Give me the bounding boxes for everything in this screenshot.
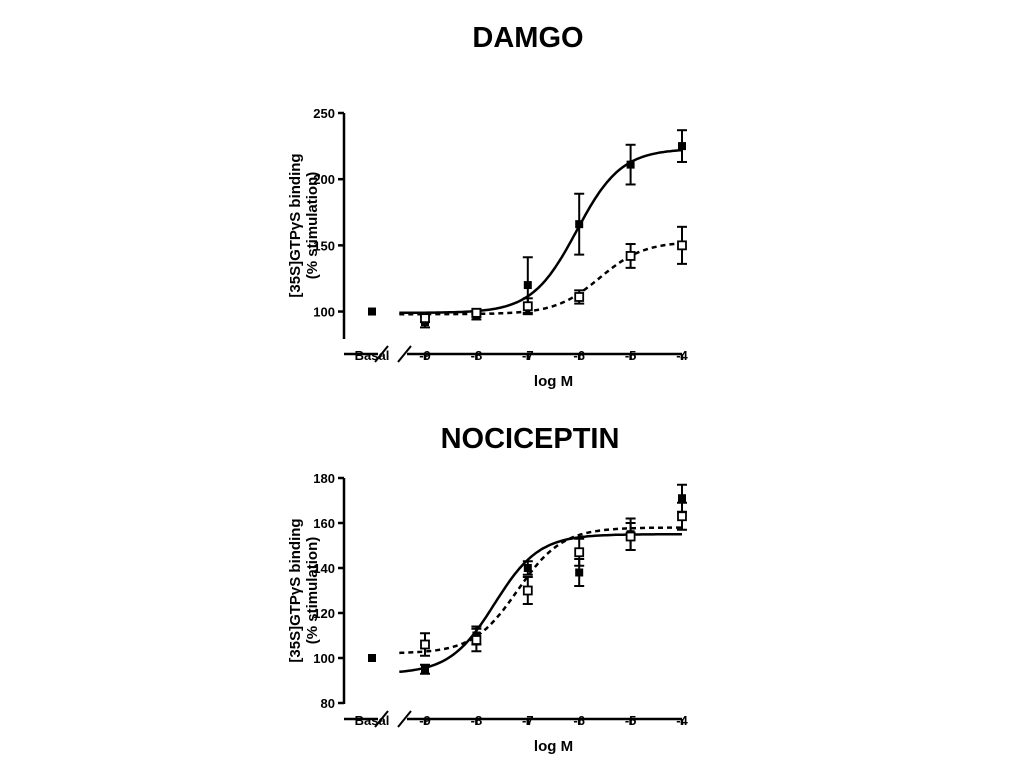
series-1-point bbox=[523, 281, 532, 290]
x-tick-label: -8 bbox=[471, 348, 483, 363]
axis-break-mark bbox=[397, 345, 412, 363]
y-tick-label: 100 bbox=[313, 651, 335, 666]
x-tick-label: -9 bbox=[419, 713, 431, 728]
x-axis-label: log M bbox=[534, 373, 573, 390]
series-2-point bbox=[420, 313, 430, 324]
basal-point bbox=[368, 654, 376, 662]
y-tick-label: 180 bbox=[313, 471, 335, 486]
series-1-point bbox=[575, 568, 584, 577]
axis-break-mark bbox=[374, 710, 389, 728]
y-tick-label: 120 bbox=[313, 606, 335, 621]
x-tick-label: -6 bbox=[573, 348, 585, 363]
series-1-fit-curve bbox=[399, 148, 683, 315]
series-2-point bbox=[471, 635, 482, 645]
series-1-point bbox=[678, 142, 686, 151]
y-tick-label: 80 bbox=[321, 696, 335, 711]
series-2-point bbox=[574, 292, 585, 302]
x-tick-label: -5 bbox=[625, 348, 637, 363]
y-tick-label: 160 bbox=[313, 516, 335, 531]
x-tick-label: -7 bbox=[522, 348, 534, 363]
chart-panel-2: NOCICEPTIN 80 100 120 140 160 180 [35S]GTPγS bi… bbox=[287, 423, 689, 755]
series-1-point bbox=[575, 220, 584, 229]
y-tick-label: 250 bbox=[313, 106, 335, 121]
series-2-point bbox=[522, 301, 533, 312]
axis-break-mark bbox=[397, 710, 412, 728]
basal-point bbox=[368, 307, 376, 316]
series-1-point bbox=[421, 665, 429, 674]
series-2-point bbox=[625, 251, 636, 261]
series-2-point bbox=[677, 511, 687, 522]
chart-title: DAMGO bbox=[472, 22, 583, 54]
series-2-point bbox=[522, 585, 533, 596]
x-tick-label: -6 bbox=[573, 713, 585, 728]
y-axis-label-units: (% stimulation) bbox=[304, 537, 321, 645]
series-1-fit-curve bbox=[399, 533, 682, 674]
series-2-point bbox=[574, 547, 585, 558]
series-2-point bbox=[625, 531, 636, 542]
y-axis-label: [35S]GTPγS binding bbox=[287, 518, 304, 662]
series-1-point bbox=[523, 564, 532, 572]
series-2-fit-curve bbox=[399, 526, 682, 655]
series-1-point bbox=[626, 160, 635, 169]
chart-title: NOCICEPTIN bbox=[441, 423, 620, 455]
axis-break-mark bbox=[374, 345, 389, 363]
chart-panel-1: DAMGO 100 150 200 250 [35S]GTPγS binding (% st… bbox=[287, 22, 689, 390]
x-tick-label: -5 bbox=[625, 713, 637, 728]
y-tick-label: 150 bbox=[313, 238, 335, 253]
x-tick-label: -9 bbox=[419, 348, 431, 363]
x-axis-label: log M bbox=[534, 738, 573, 755]
x-tick-label: -4 bbox=[676, 713, 688, 728]
x-tick-label-basal: Basal bbox=[355, 348, 390, 363]
y-axis-label-units: (% stimulation) bbox=[304, 172, 321, 280]
series-2-point bbox=[677, 240, 687, 251]
y-tick-label: 100 bbox=[313, 305, 335, 320]
x-tick-label: -4 bbox=[676, 348, 688, 363]
x-tick-label: -7 bbox=[522, 713, 534, 728]
x-tick-label-basal: Basal bbox=[355, 713, 390, 728]
y-tick-label: 140 bbox=[313, 561, 335, 576]
x-tick-label: -8 bbox=[471, 713, 483, 728]
y-tick-label: 200 bbox=[313, 172, 335, 187]
series-2-fit-curve bbox=[399, 241, 683, 316]
series-2-point bbox=[471, 307, 482, 318]
y-axis-label: [35S]GTPγS binding bbox=[287, 153, 304, 297]
series-1-point bbox=[678, 494, 686, 503]
series-2-point bbox=[420, 639, 430, 650]
